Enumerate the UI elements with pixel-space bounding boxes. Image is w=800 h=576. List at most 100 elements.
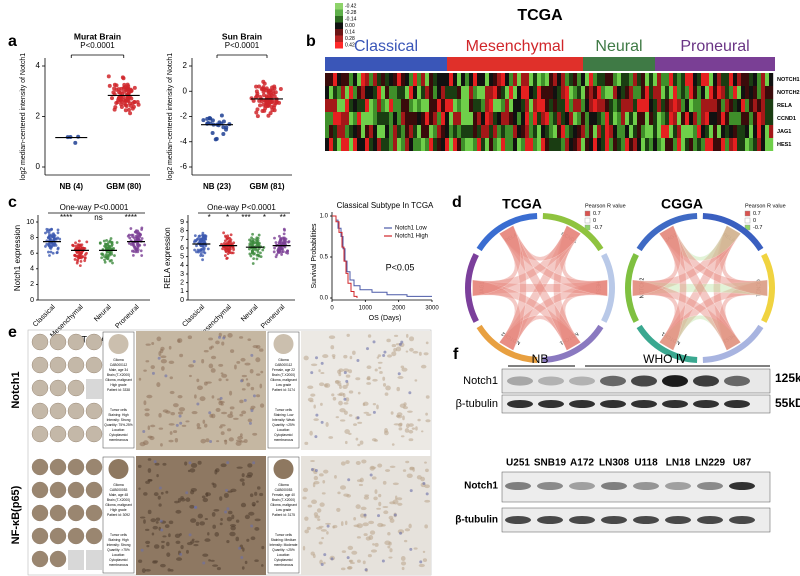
cell <box>319 502 325 507</box>
nucleus <box>310 467 314 471</box>
dot <box>199 254 203 257</box>
heat-cell <box>425 99 430 112</box>
cell <box>377 463 383 468</box>
heat-cell <box>465 112 470 125</box>
cell <box>373 496 378 501</box>
chord-ribbon <box>558 225 608 297</box>
heat-cell <box>517 99 522 112</box>
cell <box>228 510 233 515</box>
group-label: WHO Ⅳ <box>643 352 687 366</box>
heat-cell <box>597 138 602 151</box>
dot <box>76 258 79 262</box>
heat-cell <box>441 99 446 112</box>
group-label: Proneural <box>260 303 287 330</box>
tissue-core <box>67 379 85 397</box>
heat-cell <box>481 99 486 112</box>
cell <box>166 541 170 547</box>
heat-cell <box>509 86 514 99</box>
heat-cell <box>461 112 466 125</box>
cell <box>244 560 248 565</box>
dot <box>273 246 276 250</box>
cell <box>408 423 414 427</box>
heat-cell <box>561 112 566 125</box>
cell <box>160 491 164 495</box>
cell <box>241 481 245 486</box>
heat-cell <box>449 125 454 138</box>
heat-cell <box>397 125 402 138</box>
heat-cell <box>741 99 746 112</box>
heat-cell <box>409 73 414 86</box>
cell <box>196 378 200 383</box>
cell <box>229 531 236 537</box>
card-text: CAB000112 <box>275 363 293 367</box>
heat-cell <box>597 125 602 138</box>
cell <box>425 419 431 423</box>
chord-ribbon <box>658 225 687 351</box>
heat-cell <box>545 125 550 138</box>
heat-cell <box>545 138 550 151</box>
dot <box>201 254 205 258</box>
tick-label: 2 <box>180 280 184 287</box>
heat-cell <box>665 99 670 112</box>
dot <box>261 89 266 94</box>
tissue-core <box>67 333 85 351</box>
dot <box>228 248 231 252</box>
heat-cell <box>429 112 434 125</box>
cell <box>196 422 201 428</box>
heat-cell <box>741 73 746 86</box>
dot <box>268 111 273 116</box>
cell <box>389 548 393 553</box>
dot <box>44 231 47 235</box>
cell <box>345 460 350 465</box>
dot <box>202 248 206 252</box>
heat-cell <box>369 138 374 151</box>
heat-cell <box>385 125 390 138</box>
dot <box>46 236 50 240</box>
heat-cell <box>493 73 498 86</box>
heat-cell <box>489 73 494 86</box>
heat-cell <box>765 99 770 112</box>
heat-cell <box>337 73 342 86</box>
group-label: Proneural <box>114 303 141 330</box>
heat-cell <box>453 112 458 125</box>
nucleus <box>365 347 369 351</box>
dot <box>269 105 274 110</box>
cell <box>422 550 426 554</box>
heat-cell <box>649 125 654 138</box>
gene-label: HES1 <box>721 332 736 344</box>
chord-ribbon <box>658 315 742 351</box>
card-text: Brain (T-X2000) <box>107 498 130 502</box>
dot <box>253 252 256 255</box>
heat-cell <box>325 125 330 138</box>
heat-cell <box>477 112 482 125</box>
heat-cell <box>589 86 594 99</box>
cell <box>174 438 179 443</box>
p-value: P<0.0001 <box>225 41 260 50</box>
heat-cell <box>769 86 774 99</box>
heat-cell <box>709 86 714 99</box>
band <box>662 400 688 408</box>
heat-cell <box>713 112 718 125</box>
nucleus <box>323 553 327 557</box>
heat-cell <box>545 73 550 86</box>
gene-label: NOTCH2 <box>639 278 645 299</box>
nucleus <box>209 440 213 444</box>
nucleus <box>315 413 319 417</box>
cell <box>323 469 329 474</box>
dot <box>282 232 286 236</box>
heat-cell <box>421 138 426 151</box>
heat-cell <box>617 112 622 125</box>
heat-cell <box>713 125 718 138</box>
heat-cell <box>581 99 586 112</box>
heat-cell <box>593 86 598 99</box>
heat-cell <box>389 138 394 151</box>
band <box>631 375 657 387</box>
chord-ribbon <box>472 225 522 297</box>
tissue-core <box>49 356 67 374</box>
cell <box>387 531 391 536</box>
dot <box>229 233 233 237</box>
cell <box>324 384 328 388</box>
cell <box>216 440 220 443</box>
cell <box>396 415 403 419</box>
heat-cell <box>757 73 762 86</box>
